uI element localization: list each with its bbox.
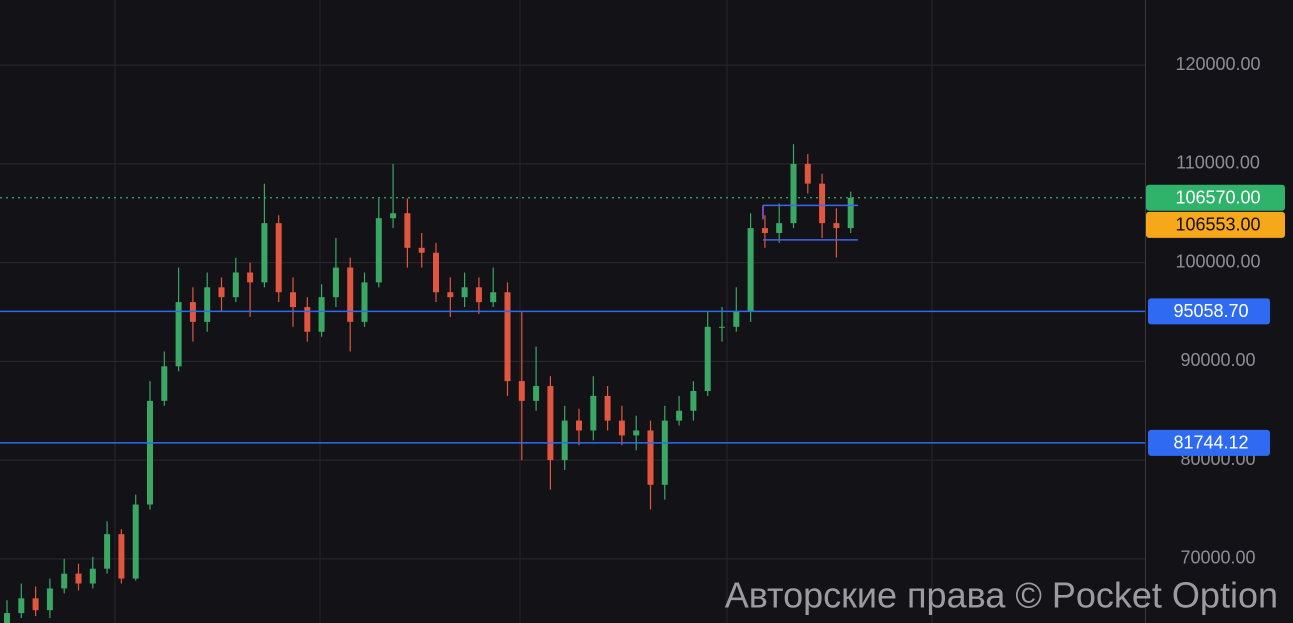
candle-body — [247, 272, 254, 283]
candle-body — [132, 504, 139, 579]
candle-body — [561, 420, 568, 461]
candle-body — [433, 252, 439, 293]
candle-body — [518, 381, 525, 401]
candle-body — [104, 534, 111, 569]
candle-body — [475, 287, 482, 303]
price-label: 106570.00 — [1175, 188, 1260, 208]
candle-body — [32, 598, 39, 611]
price-label: 106553.00 — [1175, 215, 1260, 235]
candle-body — [418, 247, 425, 253]
price-tag — [1146, 184, 1285, 211]
candle-body — [18, 598, 25, 614]
candle-body — [719, 326, 725, 328]
candle-body — [361, 282, 368, 322]
candle-body — [533, 386, 540, 401]
price-tag — [1146, 211, 1285, 238]
candle-body — [747, 228, 754, 312]
y-tick-label: 110000.00 — [1176, 153, 1260, 173]
candle-body — [375, 218, 382, 283]
level-label: 81744.12 — [1173, 433, 1248, 453]
candle-body — [218, 287, 225, 298]
y-tick-label: 100000.00 — [1175, 251, 1260, 271]
y-tick-label: 70000.00 — [1180, 548, 1255, 568]
candle-body — [847, 197, 854, 229]
candle-body — [647, 430, 654, 485]
candle-body — [290, 292, 296, 308]
candle-body — [118, 534, 125, 579]
candle-body — [390, 213, 397, 219]
candle-body — [304, 307, 311, 332]
candle-body — [761, 228, 768, 234]
candle-body — [4, 613, 10, 623]
candle-body — [704, 326, 711, 391]
candle-body — [590, 395, 597, 431]
candle-body — [576, 420, 582, 431]
candle-body — [804, 163, 811, 184]
candle-body — [676, 410, 683, 421]
candle-body — [332, 267, 339, 298]
level-tag — [1148, 429, 1270, 456]
candle-body — [618, 420, 625, 436]
candle-body — [690, 390, 697, 411]
candle-body — [347, 267, 354, 322]
candle-body — [633, 430, 640, 436]
candle-body — [790, 163, 797, 224]
candle-body — [46, 588, 53, 611]
candle-body — [604, 395, 611, 421]
candle-body — [161, 366, 168, 401]
candle-body — [776, 223, 783, 234]
candle-body — [204, 287, 211, 322]
candle-body — [490, 292, 497, 303]
candle-body — [232, 272, 239, 298]
level-label: 95058.70 — [1173, 301, 1248, 321]
candle-body — [261, 223, 268, 283]
candle-body — [661, 420, 668, 485]
candle-body — [275, 223, 282, 293]
candle-body — [175, 302, 182, 367]
candle-body — [733, 311, 740, 327]
candle-body — [461, 287, 468, 298]
candle-body — [504, 292, 511, 382]
y-tick-label: 90000.00 — [1180, 350, 1255, 370]
candle-body — [75, 573, 82, 584]
candle-body — [147, 400, 153, 505]
candle-body — [318, 297, 325, 332]
candle-body — [819, 183, 826, 224]
candle-body — [404, 213, 411, 248]
y-tick-label: 120000.00 — [1175, 54, 1260, 74]
candle-body — [547, 386, 554, 461]
level-tag — [1148, 298, 1270, 325]
candle-body — [833, 223, 840, 229]
candle-body — [89, 568, 96, 584]
watermark: Авторские права © Pocket Option — [725, 575, 1278, 616]
candle-body — [447, 292, 454, 298]
candle-body — [61, 573, 68, 589]
